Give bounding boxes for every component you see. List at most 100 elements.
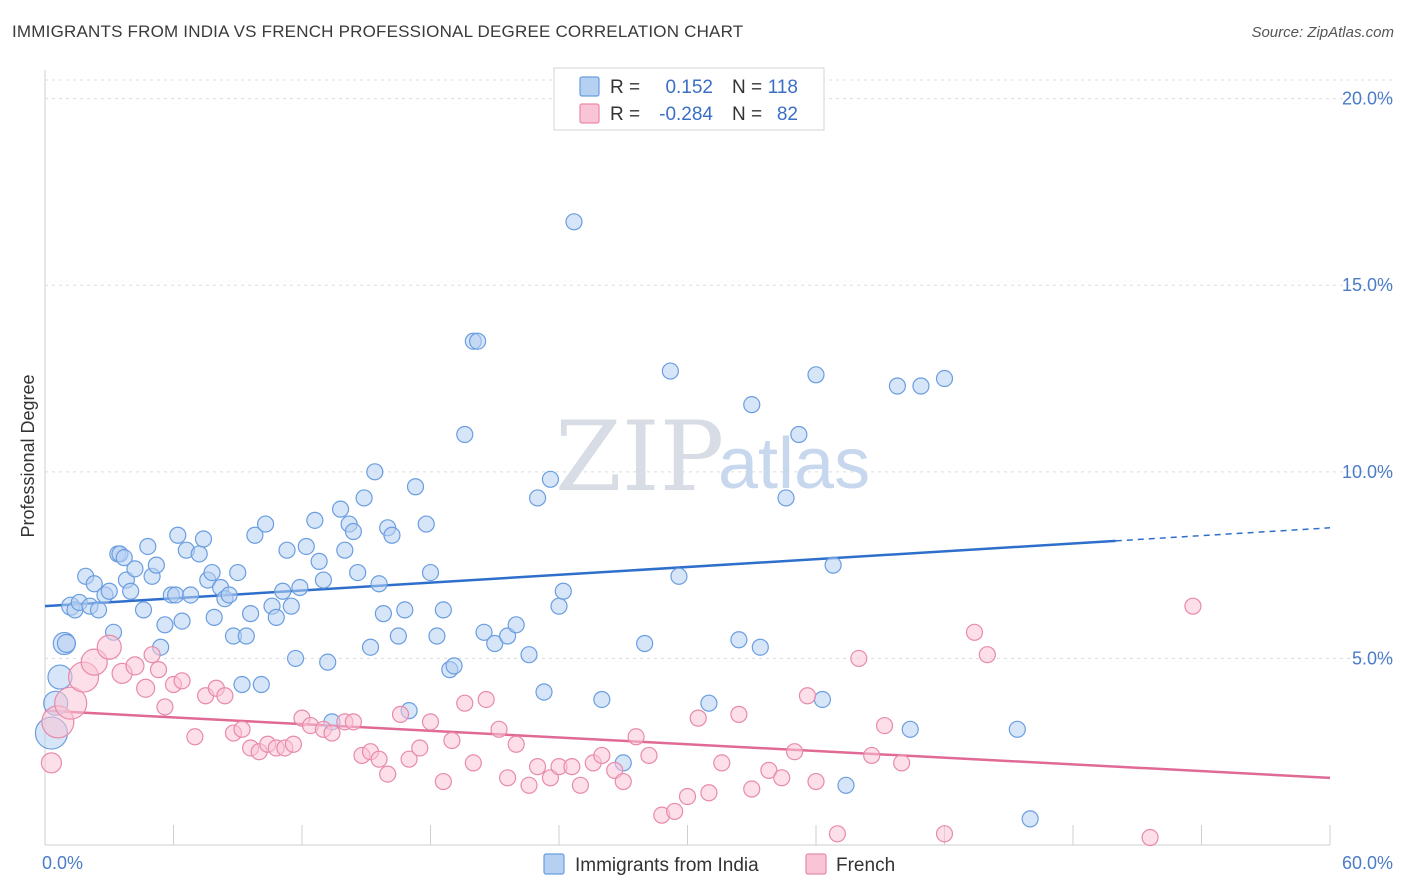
point-0-90 — [507, 616, 525, 634]
point-0-17 — [115, 549, 133, 567]
point-0-11 — [89, 601, 108, 619]
point-0-65 — [344, 522, 362, 541]
point-0-56 — [297, 537, 315, 556]
point-0-98 — [593, 690, 611, 709]
point-0-84 — [456, 425, 474, 444]
point-0-36 — [203, 563, 221, 582]
point-1-77 — [893, 754, 911, 772]
point-1-63 — [689, 709, 707, 727]
point-1-45 — [490, 720, 508, 738]
point-1-31 — [344, 713, 362, 731]
legend-r-value-india: 0.152 — [665, 77, 713, 98]
point-1-37 — [400, 750, 418, 768]
point-0-80 — [428, 627, 446, 645]
point-0-73 — [383, 526, 401, 544]
point-0-19 — [122, 582, 140, 600]
point-0-30 — [173, 612, 191, 630]
point-1-64 — [700, 784, 718, 802]
point-0-102 — [670, 567, 688, 585]
legend-n-value-india: 118 — [768, 77, 798, 98]
point-0-101 — [661, 362, 679, 380]
series-1-points — [40, 597, 1202, 847]
point-0-81 — [434, 601, 452, 619]
point-1-82 — [1184, 597, 1202, 615]
x-tick-label-max: 60.0% — [1342, 853, 1393, 873]
point-0-83 — [445, 657, 463, 675]
point-1-67 — [743, 780, 761, 798]
point-0-79 — [421, 563, 440, 582]
point-1-10 — [149, 661, 168, 679]
point-1-39 — [421, 713, 440, 731]
legend-r-value-french: -0.284 — [659, 104, 713, 125]
point-1-74 — [850, 649, 868, 668]
point-0-55 — [291, 578, 309, 597]
point-0-115 — [912, 377, 930, 395]
point-0-58 — [310, 552, 328, 570]
point-0-107 — [777, 489, 795, 507]
point-0-94 — [541, 470, 560, 488]
point-0-29 — [169, 526, 187, 544]
point-0-67 — [355, 489, 373, 507]
grid-lines — [45, 79, 1392, 659]
point-0-91 — [520, 646, 538, 664]
point-1-17 — [216, 687, 234, 705]
point-0-93 — [535, 683, 553, 701]
point-0-59 — [314, 571, 333, 589]
point-1-58 — [627, 728, 645, 746]
point-1-29 — [323, 724, 341, 742]
point-0-21 — [134, 601, 153, 619]
point-1-61 — [666, 802, 684, 821]
point-0-57 — [306, 511, 324, 529]
point-0-54 — [286, 649, 305, 668]
point-1-19 — [233, 720, 251, 738]
point-0-45 — [242, 605, 260, 623]
point-1-75 — [863, 746, 881, 765]
point-1-49 — [528, 758, 547, 776]
legend-r-label-india: R = — [610, 77, 640, 98]
point-1-34 — [370, 750, 388, 768]
point-1-62 — [678, 787, 697, 806]
legend-swatch-india — [579, 76, 600, 97]
point-1-80 — [978, 646, 996, 664]
point-0-117 — [1008, 720, 1026, 738]
series-0-points — [34, 213, 1039, 828]
y-axis-label: Professional Degree — [18, 374, 38, 537]
point-1-44 — [477, 690, 495, 709]
point-1-57 — [614, 772, 632, 791]
point-1-9 — [143, 646, 161, 664]
point-0-62 — [331, 500, 350, 518]
point-0-111 — [824, 556, 842, 574]
point-0-50 — [267, 608, 285, 626]
y-tick-label-20: 20.0% — [1342, 89, 1393, 109]
point-0-113 — [888, 377, 906, 395]
point-0-4 — [56, 633, 77, 654]
legend-n-label-india: N = — [732, 77, 762, 98]
x-tick-label-min: 0.0% — [42, 853, 83, 873]
point-0-77 — [406, 478, 425, 496]
trend-line-ext-0 — [1115, 527, 1331, 542]
point-1-35 — [379, 765, 397, 783]
point-1-41 — [443, 731, 461, 750]
point-1-47 — [507, 735, 525, 753]
point-0-100 — [636, 634, 654, 653]
point-1-59 — [640, 746, 658, 765]
legend-n-value-french: 82 — [777, 104, 798, 125]
trend-line-1 — [44, 709, 1331, 780]
point-0-46 — [246, 526, 264, 544]
y-tick-label-5: 5.0% — [1352, 648, 1393, 668]
point-0-22 — [139, 537, 157, 556]
point-1-66 — [730, 705, 748, 723]
point-1-38 — [411, 739, 429, 757]
point-1-5 — [96, 634, 122, 660]
point-1-40 — [434, 772, 452, 791]
point-0-97 — [565, 213, 583, 231]
point-0-78 — [417, 515, 435, 533]
point-0-33 — [190, 545, 208, 563]
point-0-51 — [274, 582, 292, 600]
point-1-48 — [520, 776, 538, 794]
point-0-69 — [366, 463, 384, 481]
tick-labels: 5.0% 10.0% 15.0% 20.0% 0.0% 60.0% — [42, 89, 1393, 873]
point-0-87 — [475, 623, 493, 641]
point-0-44 — [237, 627, 255, 645]
point-1-55 — [593, 746, 611, 765]
